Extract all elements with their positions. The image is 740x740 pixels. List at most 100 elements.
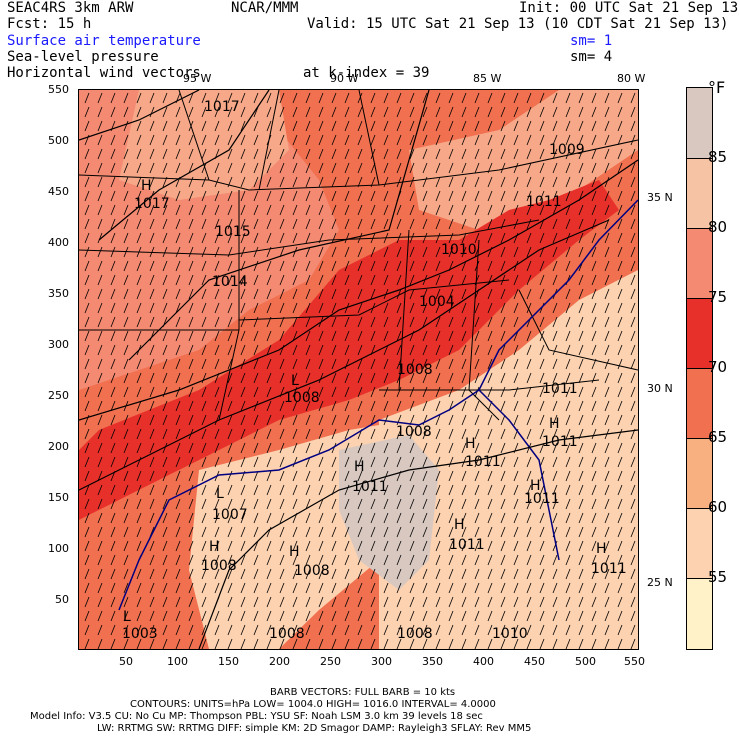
colorbar-label-75: 75 [708,288,728,306]
wind-barb [123,484,129,496]
wind-barb [487,624,493,636]
wind-barb [305,526,311,538]
wind-barb [409,484,415,496]
wind-barb [500,302,506,314]
wind-barb [383,176,389,188]
wind-barb [357,400,363,412]
wind-barb [201,624,207,636]
wind-barb [409,246,415,258]
wind-barb [188,260,194,272]
wind-barb [370,568,376,580]
wind-barb [474,344,480,356]
wind-barb [227,428,233,440]
wind-barb [175,344,181,356]
wind-barb [370,638,376,649]
wind-barb [214,204,220,216]
wind-barb [409,512,415,524]
wind-barb [97,484,103,496]
wind-barb [318,274,324,286]
wind-barb [318,470,324,482]
wind-barb [578,540,584,552]
wind-barb [279,470,285,482]
wind-barb [396,568,402,580]
wind-barb [240,456,246,468]
wind-barb [266,456,272,468]
wind-barb [188,540,194,552]
wind-barb [240,554,246,566]
wind-barb [539,190,545,202]
wind-barb [630,456,636,468]
colorbar-segment-below-55 [687,578,712,649]
wind-barb [461,484,467,496]
wind-barb [578,568,584,580]
wind-barb [461,386,467,398]
wind-barb [162,568,168,580]
wind-barb [617,568,623,580]
wind-barb [136,106,142,118]
wind-barb [435,470,441,482]
wind-barb [630,120,636,132]
wind-barb [279,358,285,370]
wind-barb [188,568,194,580]
wind-barb [383,134,389,146]
wind-barb [539,596,545,608]
colorbar-label-65: 65 [708,428,728,446]
wind-barb [357,610,363,622]
wind-barb [448,372,454,384]
wind-barb [227,554,233,566]
wind-barb [526,134,532,146]
wind-barb [461,302,467,314]
wind-barb [149,274,155,286]
wind-barb [474,442,480,454]
wind-barb [500,484,506,496]
wind-barb [370,288,376,300]
wind-barb [214,120,220,132]
wind-barb [617,624,623,636]
wind-barb [591,176,597,188]
wind-barb [409,92,415,104]
wind-barb [396,512,402,524]
wind-barb [409,470,415,482]
wind-barb [123,526,129,538]
wind-barb [435,456,441,468]
wind-barb [110,484,116,496]
wind-barb [435,442,441,454]
wind-barb [487,442,493,454]
wind-barb [201,540,207,552]
y-tick-250: 250 [48,389,69,402]
wind-barb [279,120,285,132]
wind-barb [227,316,233,328]
wind-barb [84,372,90,384]
wind-barb [84,92,90,104]
wind-barb [214,302,220,314]
wind-barb [448,162,454,174]
wind-barb [409,428,415,440]
wind-barb [422,92,428,104]
wind-barb [201,218,207,230]
wind-barb [396,218,402,230]
wind-barb [175,204,181,216]
wind-barb [409,344,415,356]
wind-barb [253,540,259,552]
wind-barb [630,176,636,188]
wind-barb [422,568,428,580]
wind-barb [591,470,597,482]
wind-barb [370,526,376,538]
wind-barb [344,372,350,384]
wind-barb [344,232,350,244]
wind-barb [331,288,337,300]
wind-barb [357,582,363,594]
wind-barb [422,134,428,146]
wind-barb [565,554,571,566]
wind-barb [305,176,311,188]
wind-barb [370,498,376,510]
wind-barb [123,162,129,174]
wind-barb [149,316,155,328]
wind-barb [383,596,389,608]
wind-barb [97,162,103,174]
wind-barb [539,120,545,132]
wind-barb [591,596,597,608]
wind-barb [110,596,116,608]
wind-barb [630,92,636,104]
wind-barb [227,456,233,468]
